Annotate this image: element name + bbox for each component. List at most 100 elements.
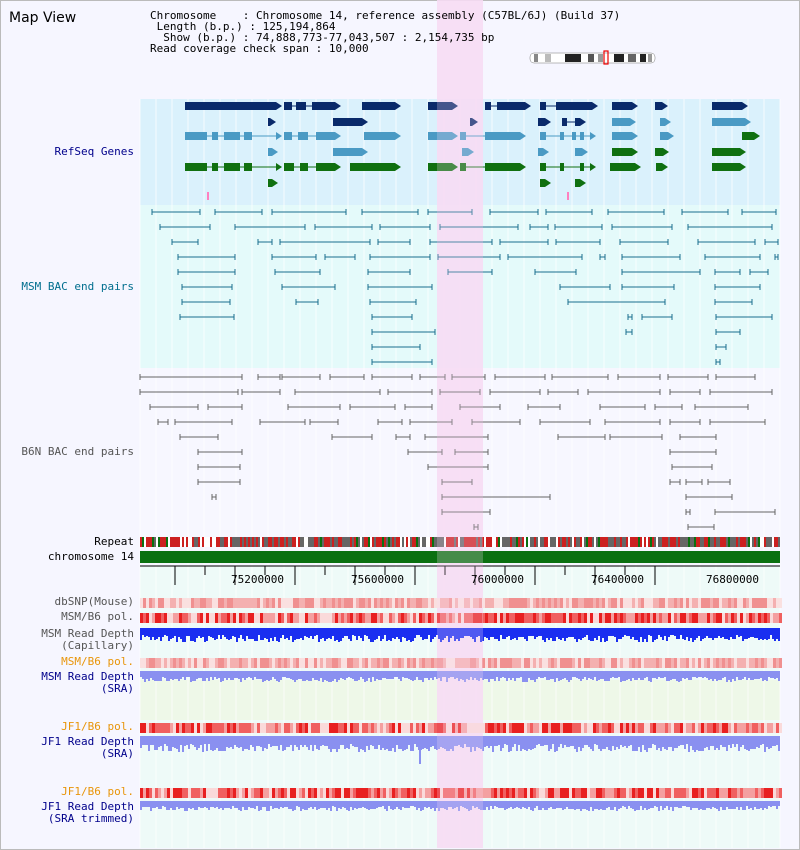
read-depth-bar (170, 671, 172, 679)
polymorphism-mark (506, 788, 509, 798)
repeat-mark (770, 537, 772, 547)
polymorphism-mark (647, 598, 650, 608)
track-label-dbsnp[interactable]: dbSNP(Mouse) (54, 595, 134, 608)
polymorphism-mark (578, 788, 581, 798)
polymorphism-mark (500, 788, 503, 798)
track-label-repeat[interactable]: Repeat (94, 535, 134, 548)
polymorphism-mark (248, 658, 251, 668)
polymorphism-mark (779, 598, 782, 608)
polymorphism-mark (407, 613, 410, 623)
track-label-jf1-depth-trimmed[interactable]: JF1 Read Depth (SRA trimmed) (0, 801, 134, 825)
polymorphism-mark (278, 788, 281, 798)
polymorphism-mark (446, 788, 449, 798)
track-label-b6n-bac[interactable]: B6N BAC end pairs (21, 445, 134, 458)
polymorphism-mark (647, 723, 650, 733)
track-label-msm-depth-sra[interactable]: MSM Read Depth (SRA) (0, 671, 134, 695)
read-depth-bar (324, 628, 326, 641)
polymorphism-mark (278, 658, 281, 668)
read-depth-bar (618, 628, 620, 639)
read-depth-bar (726, 628, 728, 639)
repeat-mark (438, 537, 440, 547)
polymorphism-mark (275, 788, 278, 798)
read-depth-bar (376, 671, 378, 679)
read-depth-bar (622, 671, 624, 681)
gene-exon (612, 118, 630, 126)
read-depth-bar (470, 671, 472, 677)
repeat-mark (616, 537, 618, 547)
polymorphism-mark (536, 723, 539, 733)
read-depth-bar (664, 736, 666, 749)
read-depth-bar (346, 671, 348, 678)
polymorphism-mark (218, 723, 221, 733)
read-depth-bar (344, 628, 346, 636)
polymorphism-mark (674, 613, 677, 623)
read-depth-bar (380, 801, 382, 807)
read-depth-bar (144, 671, 146, 682)
polymorphism-mark (362, 613, 365, 623)
read-depth-bar (292, 628, 294, 642)
repeat-mark (188, 537, 190, 547)
read-depth-bar (686, 671, 688, 678)
read-depth-bar (322, 671, 324, 682)
repeat-mark (520, 537, 522, 547)
polymorphism-mark (395, 723, 398, 733)
read-depth-bar (528, 671, 530, 678)
track-label-msm-depth-capillary[interactable]: MSM Read Depth (Capillary) (0, 628, 134, 652)
read-depth-bar (188, 671, 190, 677)
read-depth-bar (156, 628, 158, 639)
read-depth-bar (734, 801, 736, 809)
polymorphism-mark (407, 788, 410, 798)
repeat-mark (670, 537, 672, 547)
read-depth-bar (230, 801, 232, 809)
repeat-mark (420, 537, 422, 547)
track-label-jf1-depth-sra[interactable]: JF1 Read Depth (SRA) (0, 736, 134, 760)
read-depth-bar (448, 801, 450, 807)
read-depth-bar (154, 801, 156, 808)
polymorphism-mark (548, 658, 551, 668)
read-depth-bar (662, 736, 664, 747)
polymorphism-mark (224, 723, 227, 733)
read-depth-bar (152, 736, 154, 745)
repeat-mark (724, 537, 726, 547)
track-label-refseq[interactable]: RefSeq Genes (54, 145, 134, 158)
polymorphism-mark (635, 658, 638, 668)
repeat-mark (358, 537, 360, 547)
read-depth-bar (346, 801, 348, 810)
read-depth-bar (350, 736, 352, 744)
polymorphism-mark (737, 788, 740, 798)
read-depth-bar (720, 628, 722, 638)
polymorphism-mark (554, 658, 557, 668)
read-depth-bar (486, 671, 488, 679)
polymorphism-mark (689, 598, 692, 608)
read-depth-bar (596, 736, 598, 745)
polymorphism-mark (632, 658, 635, 668)
polymorphism-mark (395, 788, 398, 798)
read-depth-bar (532, 628, 534, 636)
read-depth-bar (368, 628, 370, 639)
track-label-msm-bac[interactable]: MSM BAC end pairs (21, 280, 134, 293)
gene-exon (470, 118, 472, 126)
track-label-jf1-b6-pol[interactable]: JF1/B6 pol. (61, 720, 134, 733)
polymorphism-mark (224, 788, 227, 798)
read-depth-bar (596, 628, 598, 640)
track-label-msm-b6-pol-sra[interactable]: MSM/B6 pol. (61, 655, 134, 668)
polymorphism-mark (572, 788, 575, 798)
read-depth-bar (766, 671, 768, 681)
polymorphism-mark (467, 723, 470, 733)
track-label-msm-b6-pol[interactable]: MSM/B6 pol. (61, 610, 134, 623)
polymorphism-mark (245, 723, 248, 733)
read-depth-bar (314, 628, 316, 636)
read-depth-bar (306, 671, 308, 680)
polymorphism-mark (548, 613, 551, 623)
repeat-mark (686, 537, 688, 547)
polymorphism-mark (575, 613, 578, 623)
read-depth-bar (274, 736, 276, 746)
polymorphism-mark (368, 598, 371, 608)
polymorphism-mark (608, 788, 611, 798)
read-depth-bar (184, 628, 186, 642)
polymorphism-mark (656, 658, 659, 668)
gene-arrow (452, 132, 458, 140)
polymorphism-mark (308, 658, 311, 668)
track-label-jf1-b6-pol-trimmed[interactable]: JF1/B6 pol. (61, 785, 134, 798)
